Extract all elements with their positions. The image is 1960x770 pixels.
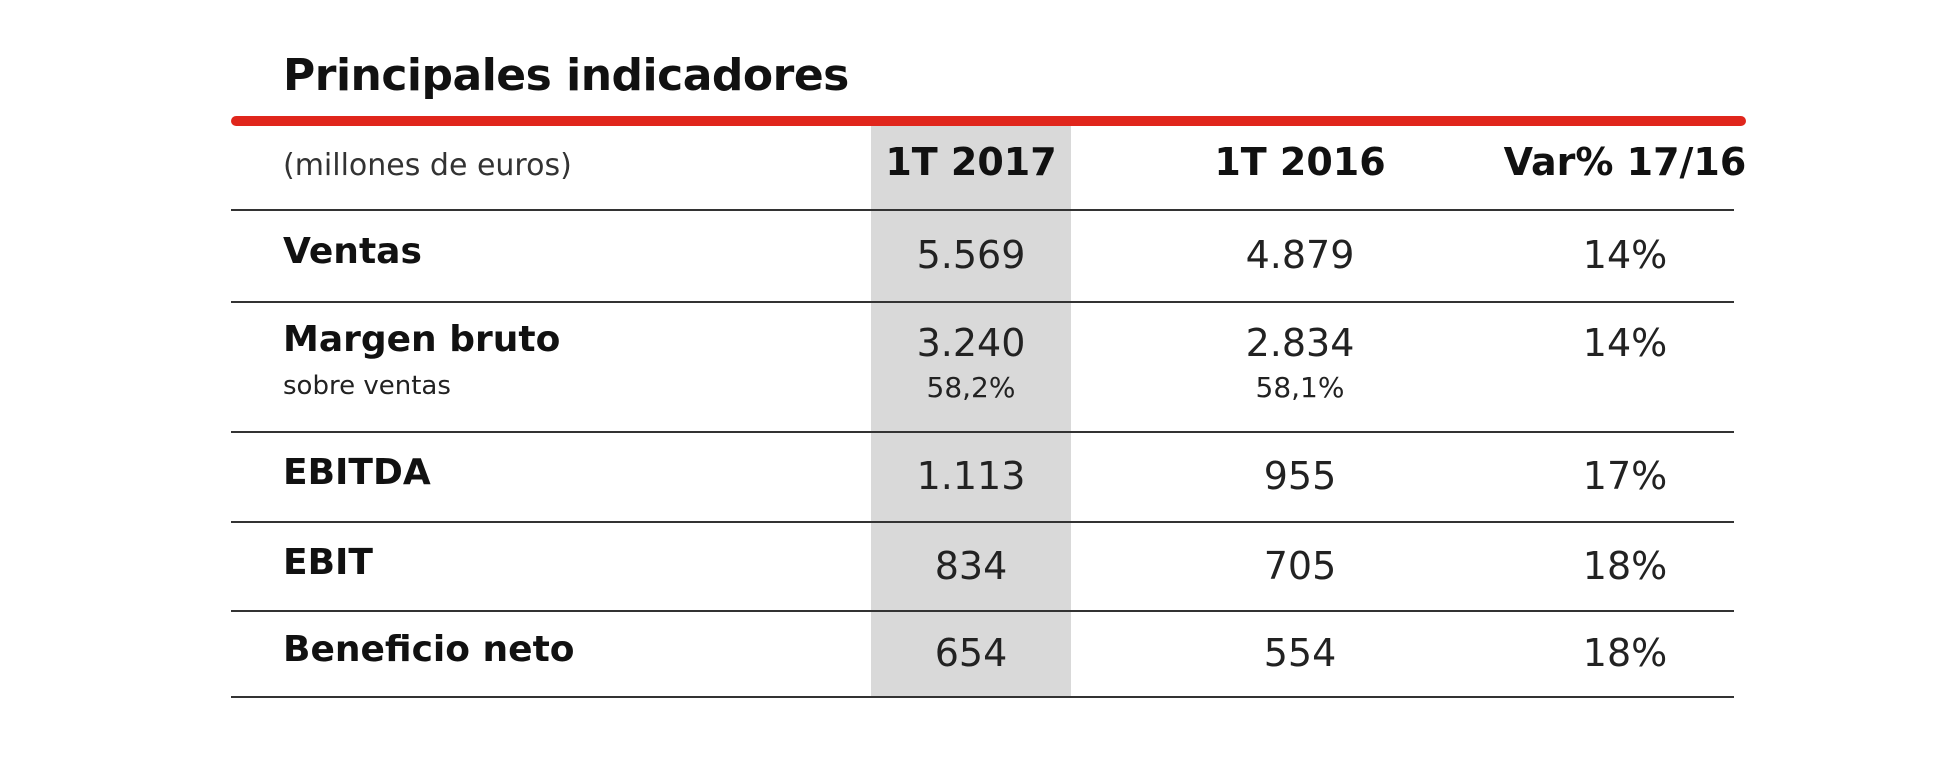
cell-value: 14% (1582, 321, 1668, 365)
row-label: Beneficio neto (283, 629, 575, 670)
header-cell: (millones de euros) (283, 148, 572, 183)
cell-value: 18% (1582, 543, 1668, 588)
highlight-column (871, 126, 1071, 696)
row-divider (231, 301, 1734, 303)
cell-value: 1.113 (916, 454, 1026, 498)
cell-value: 705 (1263, 543, 1337, 588)
row-divider (231, 610, 1734, 612)
cell-value: 554 (1263, 631, 1337, 675)
row-divider (231, 431, 1734, 433)
cell-subvalue: 58,1% (1255, 371, 1345, 404)
cell-value: 18% (1582, 631, 1668, 675)
header-cell: 1T 2017 (885, 140, 1057, 184)
cell-value: 3.240 (916, 321, 1026, 365)
cell-value: 955 (1263, 454, 1337, 498)
cell-value: 654 (934, 631, 1008, 675)
cell-value: 4.879 (1245, 233, 1355, 277)
cell-subvalue: 58,2% (926, 371, 1016, 404)
cell-value: 2.834 (1245, 321, 1355, 365)
row-divider (231, 696, 1734, 698)
row-divider (231, 521, 1734, 523)
header-cell: Var% 17/16 (1503, 140, 1747, 184)
row-label: EBITDA (283, 452, 431, 493)
row-divider (231, 209, 1734, 211)
cell-value: 834 (934, 543, 1008, 588)
row-label: Ventas (283, 231, 422, 272)
cell-value: 17% (1582, 454, 1668, 498)
cell-value: 5.569 (916, 233, 1026, 277)
row-label: EBIT (283, 541, 373, 583)
row-label: Margen bruto (283, 319, 561, 360)
title-rule (231, 116, 1746, 126)
title: Principales indicadores (283, 50, 849, 101)
row-note: sobre ventas (283, 371, 451, 401)
cell-value: 14% (1582, 233, 1668, 277)
header-cell: 1T 2016 (1214, 140, 1386, 184)
